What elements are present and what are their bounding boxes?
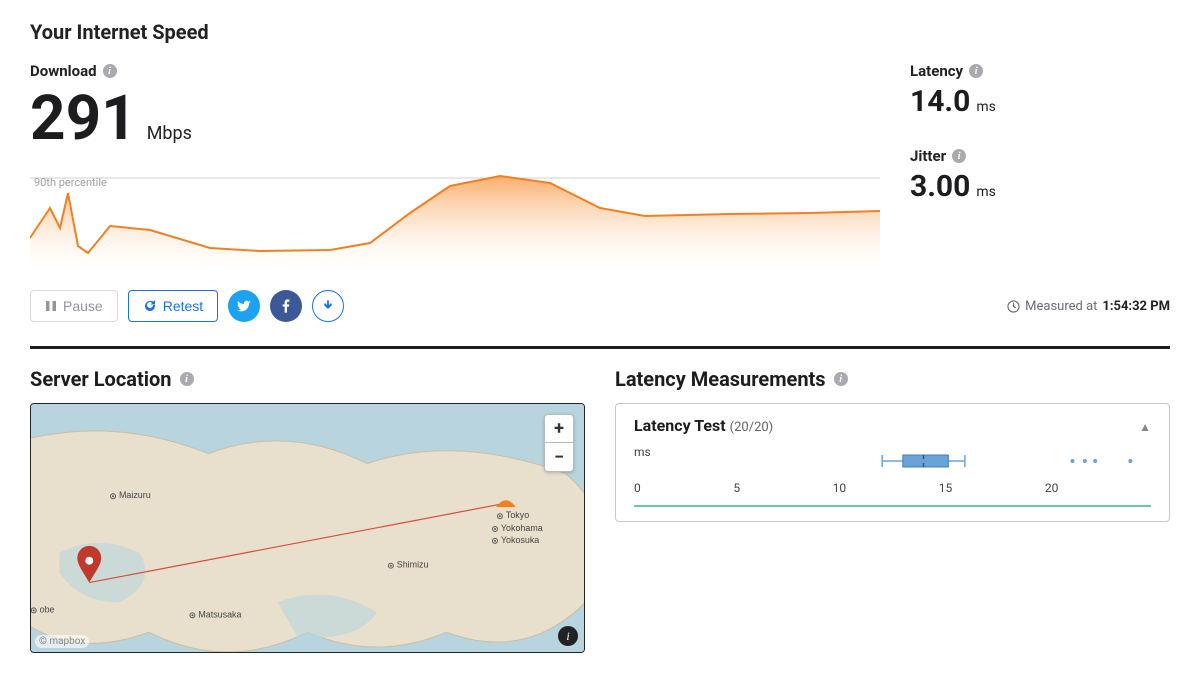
latency-test-box: Latency Test (20/20) ▲ ms 05101520	[615, 403, 1170, 522]
measured-at: Measured at 1:54:32 PM	[1007, 299, 1170, 314]
map-attribution: © mapbox	[35, 635, 89, 648]
svg-text:Shimizu: Shimizu	[397, 560, 429, 570]
info-icon[interactable]: i	[969, 64, 983, 78]
retest-button[interactable]: Retest	[128, 290, 218, 322]
latency-value: 14.0	[910, 84, 970, 119]
jitter-unit: ms	[976, 184, 996, 200]
percentile-label: 90th percentile	[34, 176, 107, 189]
twitter-icon	[236, 298, 252, 314]
download-button[interactable]	[312, 290, 344, 322]
jitter-value: 3.00	[910, 169, 970, 204]
svg-text:Yokohama: Yokohama	[501, 523, 543, 533]
server-location-map[interactable]: Maizuru obe Matsusaka Shimizu Tokyo Yokohama Y…	[30, 403, 585, 653]
clock-icon	[1007, 300, 1020, 313]
pause-label: Pause	[63, 298, 103, 314]
svg-text:Tokyo: Tokyo	[506, 510, 529, 520]
info-icon[interactable]: i	[103, 64, 117, 78]
jitter-label: Jitter	[910, 147, 946, 165]
download-chart: 90th percentile	[30, 168, 880, 268]
download-unit: Mbps	[147, 125, 192, 143]
retest-icon	[143, 299, 157, 313]
pause-icon	[45, 300, 57, 312]
map-info-button[interactable]: i	[558, 626, 578, 646]
latency-boxplot: ms 05101520	[634, 445, 1151, 495]
measured-prefix: Measured at	[1025, 299, 1097, 314]
twitter-button[interactable]	[228, 290, 260, 322]
page-title: Your Internet Speed	[30, 20, 1170, 44]
facebook-icon	[278, 298, 294, 314]
download-label: Download	[30, 62, 97, 80]
latency-test-count: (20/20)	[730, 420, 774, 435]
retest-label: Retest	[163, 298, 203, 314]
collapse-icon[interactable]: ▲	[1139, 420, 1151, 434]
zoom-out-button[interactable]: −	[545, 443, 573, 471]
latency-measurements-title: Latency Measurements	[615, 367, 826, 391]
divider	[30, 346, 1170, 349]
facebook-button[interactable]	[270, 290, 302, 322]
svg-text:Maizuru: Maizuru	[119, 490, 151, 500]
info-icon[interactable]: i	[180, 372, 194, 386]
info-icon[interactable]: i	[834, 372, 848, 386]
svg-text:Matsusaka: Matsusaka	[198, 609, 241, 619]
download-icon	[321, 299, 335, 313]
download-value: 291	[30, 88, 137, 150]
latency-progress-bar	[634, 505, 1151, 507]
latency-unit-label: ms	[634, 445, 651, 459]
pause-button[interactable]: Pause	[30, 290, 118, 322]
zoom-in-button[interactable]: +	[545, 415, 573, 443]
svg-text:Yokosuka: Yokosuka	[501, 535, 539, 545]
latency-label: Latency	[910, 62, 963, 80]
latency-unit: ms	[976, 99, 996, 115]
latency-test-title: Latency Test	[634, 416, 726, 435]
server-location-title: Server Location	[30, 367, 172, 391]
measured-time: 1:54:32 PM	[1102, 299, 1170, 314]
svg-text:obe: obe	[40, 604, 55, 614]
info-icon[interactable]: i	[952, 149, 966, 163]
